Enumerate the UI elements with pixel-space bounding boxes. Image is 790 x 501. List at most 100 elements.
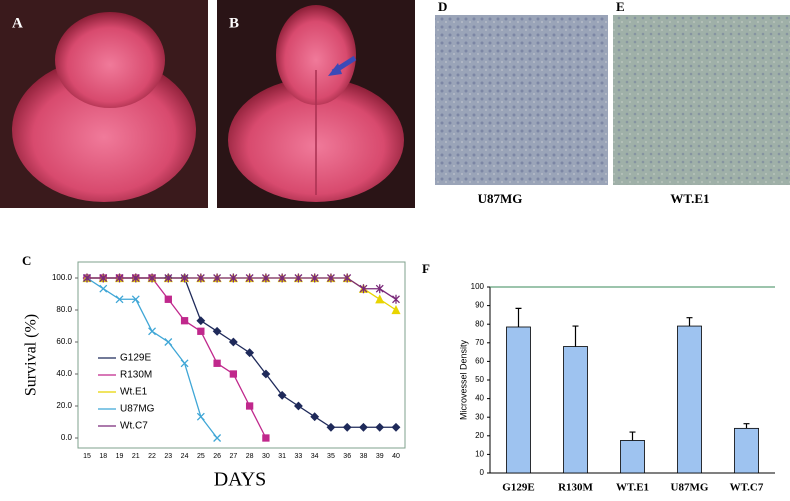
marker [213, 434, 222, 442]
legend-label: Wt.E1 [120, 387, 148, 398]
marker [196, 412, 205, 421]
photo-d [435, 15, 608, 185]
marker [375, 422, 385, 432]
marker [164, 273, 173, 283]
panel-label: C [22, 253, 31, 268]
caption: U87MG [478, 191, 523, 206]
x-tick-label: U87MG [671, 482, 709, 494]
x-tick-label: WT.E1 [616, 482, 649, 494]
bar [506, 326, 531, 474]
marker [212, 326, 222, 336]
y-tick-label: 80.0 [56, 305, 72, 314]
marker [229, 370, 238, 378]
y-tick-label: 20 [475, 431, 484, 440]
marker [278, 273, 287, 283]
x-tick-label: 21 [132, 453, 140, 460]
x-tick-label: 36 [343, 453, 351, 460]
x-tick-label: R130M [558, 482, 593, 494]
marker [213, 273, 222, 283]
marker [245, 273, 254, 283]
bar [677, 325, 702, 474]
marker [115, 273, 124, 283]
marker [180, 359, 189, 368]
marker [148, 327, 157, 336]
marker [148, 273, 157, 283]
marker [99, 273, 108, 283]
series-line [87, 277, 397, 311]
marker [180, 273, 189, 283]
y-tick-label: 40.0 [56, 369, 72, 378]
x-tick-label: 23 [164, 453, 172, 460]
bar [563, 346, 588, 474]
marker [83, 273, 91, 283]
y-tick-label: 100 [471, 282, 485, 291]
y-tick-label: 40 [475, 394, 484, 403]
x-tick-label: 24 [181, 453, 189, 460]
panel-label: B [229, 15, 239, 31]
x-axis-title: DAYS [214, 469, 267, 491]
error-bar [629, 431, 636, 441]
marker [213, 359, 221, 367]
marker [375, 294, 385, 304]
marker [294, 401, 303, 411]
x-tick-label: 38 [360, 453, 368, 460]
y-axis-title: Survival (%) [23, 314, 40, 396]
series-line [87, 277, 397, 300]
marker [131, 273, 140, 283]
marker [392, 294, 400, 304]
x-tick-label: 19 [116, 453, 124, 460]
y-axis-title: Microvessel Density [458, 339, 468, 420]
x-tick-label: 25 [197, 453, 205, 460]
y-tick-label: 60 [475, 357, 484, 366]
panel-label: F [422, 261, 430, 276]
x-tick-label: 31 [278, 453, 286, 460]
marker [294, 273, 303, 283]
x-tick-label: 40 [392, 453, 400, 460]
x-tick-label: 15 [83, 453, 91, 460]
x-tick-label: 39 [376, 453, 384, 460]
marker [164, 295, 172, 303]
plot-frame [77, 261, 406, 449]
marker [180, 317, 189, 325]
marker [196, 273, 205, 283]
photo-b [217, 0, 415, 208]
marker [359, 422, 368, 432]
marker [262, 434, 270, 442]
x-tick-label: G129E [502, 482, 534, 494]
error-bar [515, 307, 522, 327]
y-tick-label: 70 [475, 338, 484, 347]
y-tick-label: 100.0 [52, 273, 73, 282]
marker [228, 337, 238, 347]
marker [343, 273, 352, 283]
marker [342, 422, 352, 432]
y-tick-label: 50 [475, 375, 484, 384]
x-tick-label: 33 [295, 453, 303, 460]
marker [99, 284, 108, 293]
y-tick-label: 30 [475, 412, 484, 421]
panel-label: A [12, 15, 23, 31]
marker [359, 284, 368, 294]
x-tick-label: 18 [99, 453, 107, 460]
marker [261, 273, 270, 283]
y-tick-label: 60.0 [56, 337, 72, 346]
legend-label: R130M [120, 370, 152, 381]
x-tick-label: 28 [246, 453, 254, 460]
marker [115, 295, 124, 304]
y-tick-label: 80 [475, 319, 484, 328]
bar [734, 427, 759, 474]
error-bar [743, 423, 750, 429]
y-tick-label: 0 [480, 468, 485, 477]
caption: WT.E1 [670, 191, 709, 206]
marker [391, 305, 401, 315]
error-bar [686, 317, 693, 327]
legend-label: G129E [120, 353, 151, 364]
x-tick-label: 26 [213, 453, 221, 460]
y-tick-label: 90 [475, 301, 484, 310]
x-tick-label: 22 [148, 453, 156, 460]
panel-label: E [616, 0, 625, 14]
marker [261, 369, 271, 379]
marker [197, 327, 205, 335]
x-tick-label: WT.C7 [730, 482, 764, 494]
photo-a [0, 0, 208, 208]
